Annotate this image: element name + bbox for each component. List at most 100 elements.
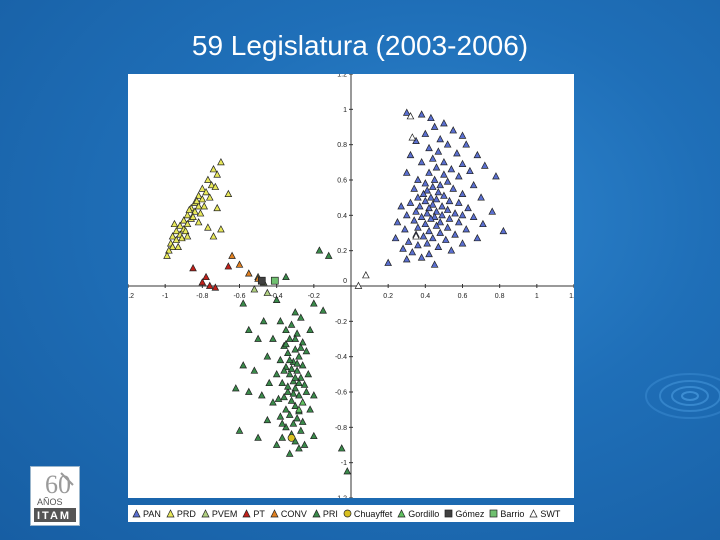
point-pri <box>315 246 324 254</box>
x-tick-label: 0.4 <box>420 293 430 300</box>
point-prd <box>209 232 218 240</box>
x-tick-label: -1 <box>162 293 168 300</box>
point-pan <box>428 154 437 162</box>
point-prd <box>207 180 216 189</box>
point-pri <box>283 348 292 357</box>
point-pan <box>412 136 420 145</box>
point-pri <box>295 352 303 360</box>
point-pan <box>443 205 452 213</box>
point-pan <box>402 168 411 176</box>
point-pan <box>477 193 485 201</box>
point-prd <box>176 221 184 229</box>
point-prd <box>163 251 171 259</box>
point-swt <box>408 133 417 141</box>
legend-marker-conv <box>270 509 279 518</box>
point-pan <box>447 165 456 173</box>
point-pri <box>300 380 309 388</box>
legend-marker-pvem <box>201 509 210 518</box>
point-swt <box>354 281 363 289</box>
x-tick-label: 0.6 <box>458 293 468 300</box>
point-pan <box>397 202 405 210</box>
point-pan <box>432 221 441 229</box>
point-prd <box>202 188 210 196</box>
point-prd <box>196 209 205 217</box>
point-pan <box>451 230 459 238</box>
point-pt <box>211 283 220 291</box>
point-pri <box>324 251 333 259</box>
x-tick-label: -1.2 <box>128 293 134 300</box>
point-pt <box>189 263 197 272</box>
point-pri <box>304 369 313 378</box>
logo-word1-text: AÑOS <box>37 497 63 507</box>
point-prd <box>198 184 207 192</box>
point-pri <box>297 313 305 321</box>
point-pri <box>298 417 307 425</box>
point-pri <box>285 369 294 378</box>
point-pt <box>205 281 214 289</box>
point-pan <box>427 193 435 201</box>
point-pri <box>257 391 266 399</box>
point-pri <box>244 325 253 334</box>
point-prd <box>165 246 173 254</box>
point-pan <box>415 202 424 210</box>
legend-marker-pt <box>242 509 251 518</box>
point-pan <box>425 249 433 258</box>
point-pan <box>440 170 448 178</box>
point-pri <box>310 299 318 307</box>
point-prd <box>172 235 181 243</box>
point-gordillo <box>295 405 303 413</box>
point-g-mez <box>257 276 266 285</box>
point-pan <box>421 179 430 187</box>
point-pri <box>272 295 281 304</box>
logo-bar <box>34 508 76 522</box>
point-prd <box>168 242 177 251</box>
point-pan <box>417 157 426 166</box>
point-pan <box>432 207 441 215</box>
point-pri <box>293 329 301 337</box>
point-pri <box>289 419 298 427</box>
x-tick-label: -0.6 <box>233 293 245 300</box>
x-tick-label: 1 <box>535 293 539 300</box>
point-prd <box>213 170 222 178</box>
point-pri <box>297 373 305 381</box>
point-pan <box>443 177 452 185</box>
point-pt <box>224 262 233 270</box>
point-pan <box>401 225 409 233</box>
point-pan <box>423 209 432 217</box>
point-pri <box>298 361 307 369</box>
point-pan <box>473 150 482 159</box>
point-pri <box>287 364 296 372</box>
y-tick-label: -0.6 <box>335 390 347 397</box>
point-pri <box>289 377 298 385</box>
point-pan <box>462 140 471 148</box>
point-prd <box>174 242 182 251</box>
legend-marker-pri <box>312 509 321 518</box>
point-pri <box>274 394 283 402</box>
point-pan <box>421 219 430 228</box>
point-pri <box>282 405 290 413</box>
point-pri <box>259 316 268 325</box>
point-pan <box>421 196 430 205</box>
legend-label-barrio: Barrio <box>500 508 525 519</box>
point-conv <box>235 260 244 268</box>
point-pri <box>293 366 301 374</box>
point-pan <box>402 255 411 263</box>
point-pan <box>492 172 500 180</box>
point-prd <box>179 216 188 224</box>
point-pri <box>276 316 285 325</box>
point-pri <box>291 401 300 410</box>
legend-item-pan: PAN <box>132 509 161 519</box>
point-pan <box>436 218 445 226</box>
point-pt <box>202 272 210 281</box>
point-prd <box>183 219 192 228</box>
x-tick-label: -0.2 <box>308 293 320 300</box>
point-pan <box>434 147 443 155</box>
point-pri <box>302 387 311 395</box>
point-pan <box>440 157 448 166</box>
y-tick-label: 0.2 <box>337 248 347 255</box>
point-pan <box>443 140 452 148</box>
y-tick-label: -1.2 <box>335 496 347 499</box>
legend-label-gordillo: Gordillo <box>408 508 440 519</box>
point-pri <box>306 325 314 334</box>
point-pan <box>462 225 471 233</box>
